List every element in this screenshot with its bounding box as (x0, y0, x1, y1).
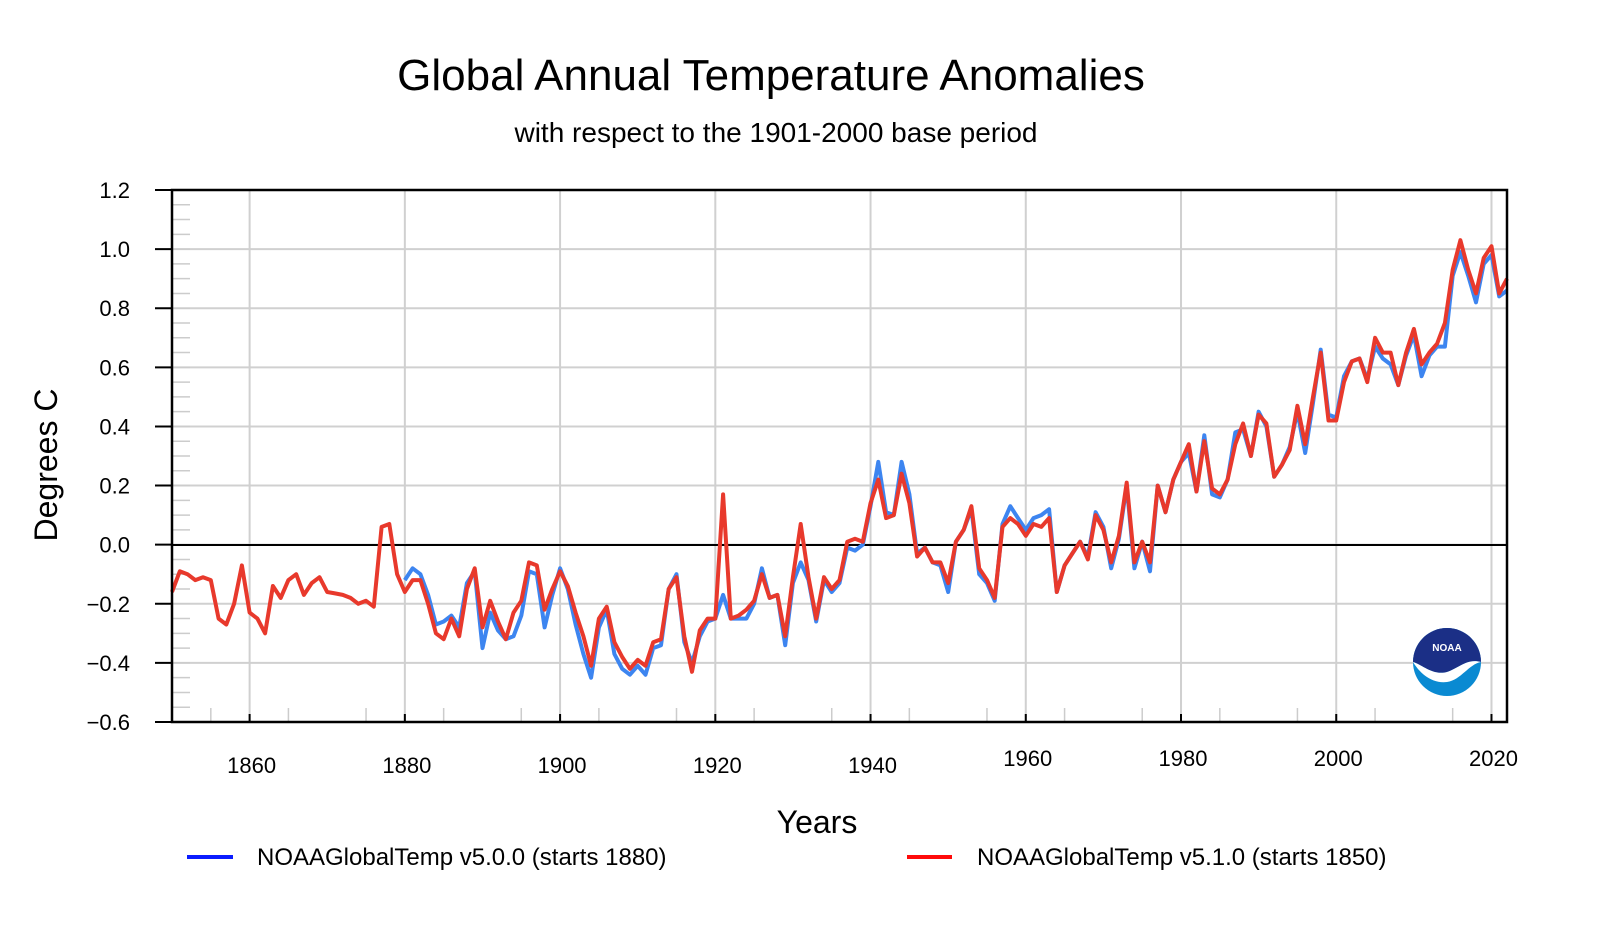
x-tick-label: 2020 (1469, 746, 1518, 771)
y-tick-label: 1.0 (99, 237, 130, 262)
chart-title: Global Annual Temperature Anomalies (397, 51, 1145, 100)
x-tick-label: 1980 (1159, 746, 1208, 771)
x-tick-label: 2000 (1314, 746, 1363, 771)
chart-subtitle: with respect to the 1901-2000 base perio… (513, 117, 1037, 148)
y-tick-label: 0.2 (99, 474, 130, 499)
minor-ticks (172, 205, 1453, 722)
y-tick-label: 0.8 (99, 296, 130, 321)
x-tick-label: 1920 (693, 753, 742, 778)
legend-label-v510: NOAAGlobalTemp v5.1.0 (starts 1850) (977, 844, 1387, 871)
y-tick-label: 0.4 (99, 414, 130, 439)
series-line-v510 (172, 240, 1507, 672)
noaa-logo-text: NOAA (1432, 643, 1461, 654)
x-tick-label: 1880 (382, 753, 431, 778)
x-tick-label: 1960 (1003, 746, 1052, 771)
y-tick-label: −0.2 (87, 592, 130, 617)
plot-frame (172, 190, 1507, 722)
x-tick-label: 1940 (848, 753, 897, 778)
y-axis: −0.6 −0.4 −0.2 0.0 0.2 0.4 0.6 0.8 1.0 1.2 (87, 178, 172, 735)
x-tick-label: 1860 (227, 753, 276, 778)
series-line-v500 (405, 252, 1507, 678)
legend-label-v500: NOAAGlobalTemp v5.0.0 (starts 1880) (257, 844, 667, 871)
y-axis-label: Degrees C (28, 389, 64, 542)
y-tick-label: −0.6 (87, 710, 130, 735)
x-tick-label: 1900 (538, 753, 587, 778)
x-axis-label: Years (777, 804, 858, 840)
x-axis: 1860 1880 1900 1920 1940 1960 1980 2000 2020 (227, 714, 1518, 778)
legend: NOAAGlobalTemp v5.0.0 (starts 1880) NOAA… (187, 844, 1387, 871)
y-tick-label: 0.6 (99, 355, 130, 380)
grid-lines (172, 190, 1507, 722)
y-tick-label: 1.2 (99, 178, 130, 203)
noaa-logo: NOAA (1413, 628, 1481, 696)
y-tick-label: 0.0 (99, 533, 130, 558)
y-tick-label: −0.4 (87, 651, 130, 676)
series-lines (172, 240, 1507, 678)
